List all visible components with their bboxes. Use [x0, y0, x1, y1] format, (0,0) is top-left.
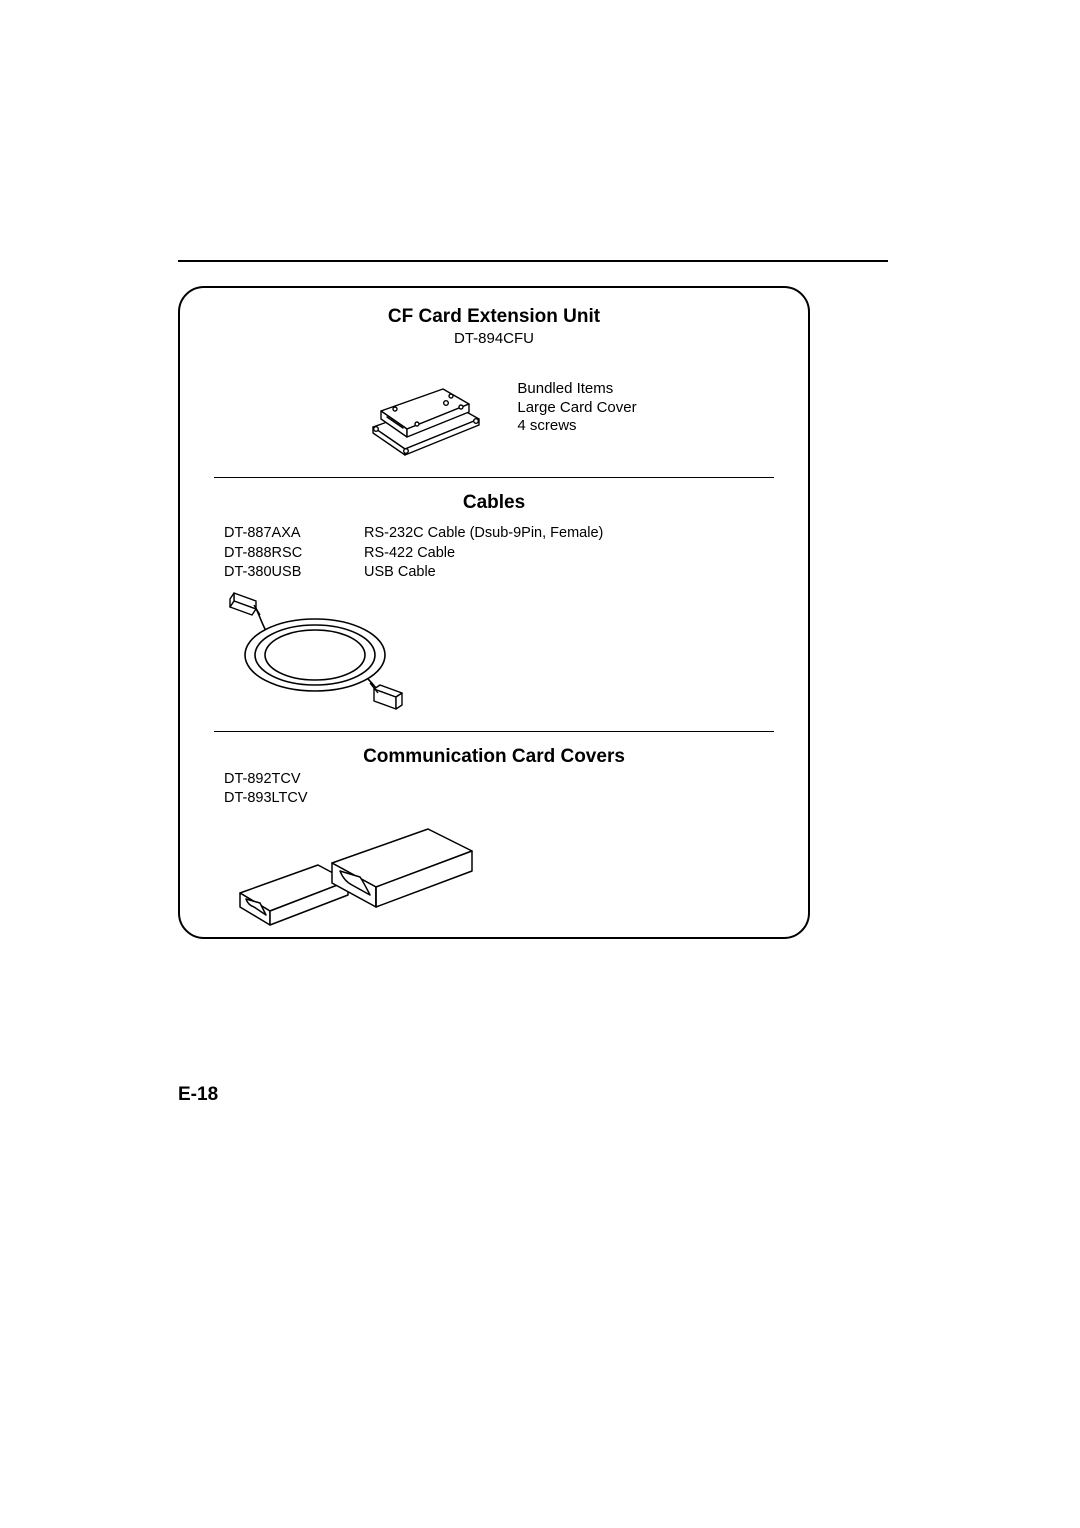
covers-title: Communication Card Covers: [210, 746, 778, 768]
cf-unit-title: CF Card Extension Unit: [210, 306, 778, 328]
top-rule: [178, 260, 888, 262]
cable-illustration: [210, 585, 778, 713]
cable-desc: RS-422 Cable: [364, 544, 455, 564]
bundled-line2: 4 screws: [517, 417, 636, 436]
cables-table: DT-887AXA RS-232C Cable (Dsub-9Pin, Fema…: [224, 524, 778, 583]
cf-unit-bundled: Bundled Items Large Card Cover 4 screws: [517, 380, 636, 436]
cf-unit-model: DT-894CFU: [210, 330, 778, 347]
manual-page: CF Card Extension Unit DT-894CFU: [0, 0, 1080, 1528]
cover-model: DT-892TCV: [224, 770, 778, 789]
cable-desc: RS-232C Cable (Dsub-9Pin, Female): [364, 524, 603, 544]
divider-1: [214, 477, 774, 478]
cables-title: Cables: [210, 492, 778, 514]
divider-2: [214, 731, 774, 732]
bundled-line1: Large Card Cover: [517, 399, 636, 418]
cable-model: DT-887AXA: [224, 524, 364, 544]
content-box: CF Card Extension Unit DT-894CFU: [178, 286, 810, 939]
cf-unit-illustration: [351, 357, 491, 459]
cf-unit-row: Bundled Items Large Card Cover 4 screws: [210, 357, 778, 459]
bundled-heading: Bundled Items: [517, 380, 636, 399]
covers-models: DT-892TCV DT-893LTCV: [224, 770, 778, 808]
cable-desc: USB Cable: [364, 563, 436, 583]
covers-illustration: [210, 807, 778, 935]
cable-model: DT-888RSC: [224, 544, 364, 564]
cable-row: DT-380USB USB Cable: [224, 563, 778, 583]
cable-row: DT-888RSC RS-422 Cable: [224, 544, 778, 564]
cable-model: DT-380USB: [224, 563, 364, 583]
page-number: E-18: [178, 1084, 218, 1106]
cover-model: DT-893LTCV: [224, 789, 778, 808]
cable-row: DT-887AXA RS-232C Cable (Dsub-9Pin, Fema…: [224, 524, 778, 544]
